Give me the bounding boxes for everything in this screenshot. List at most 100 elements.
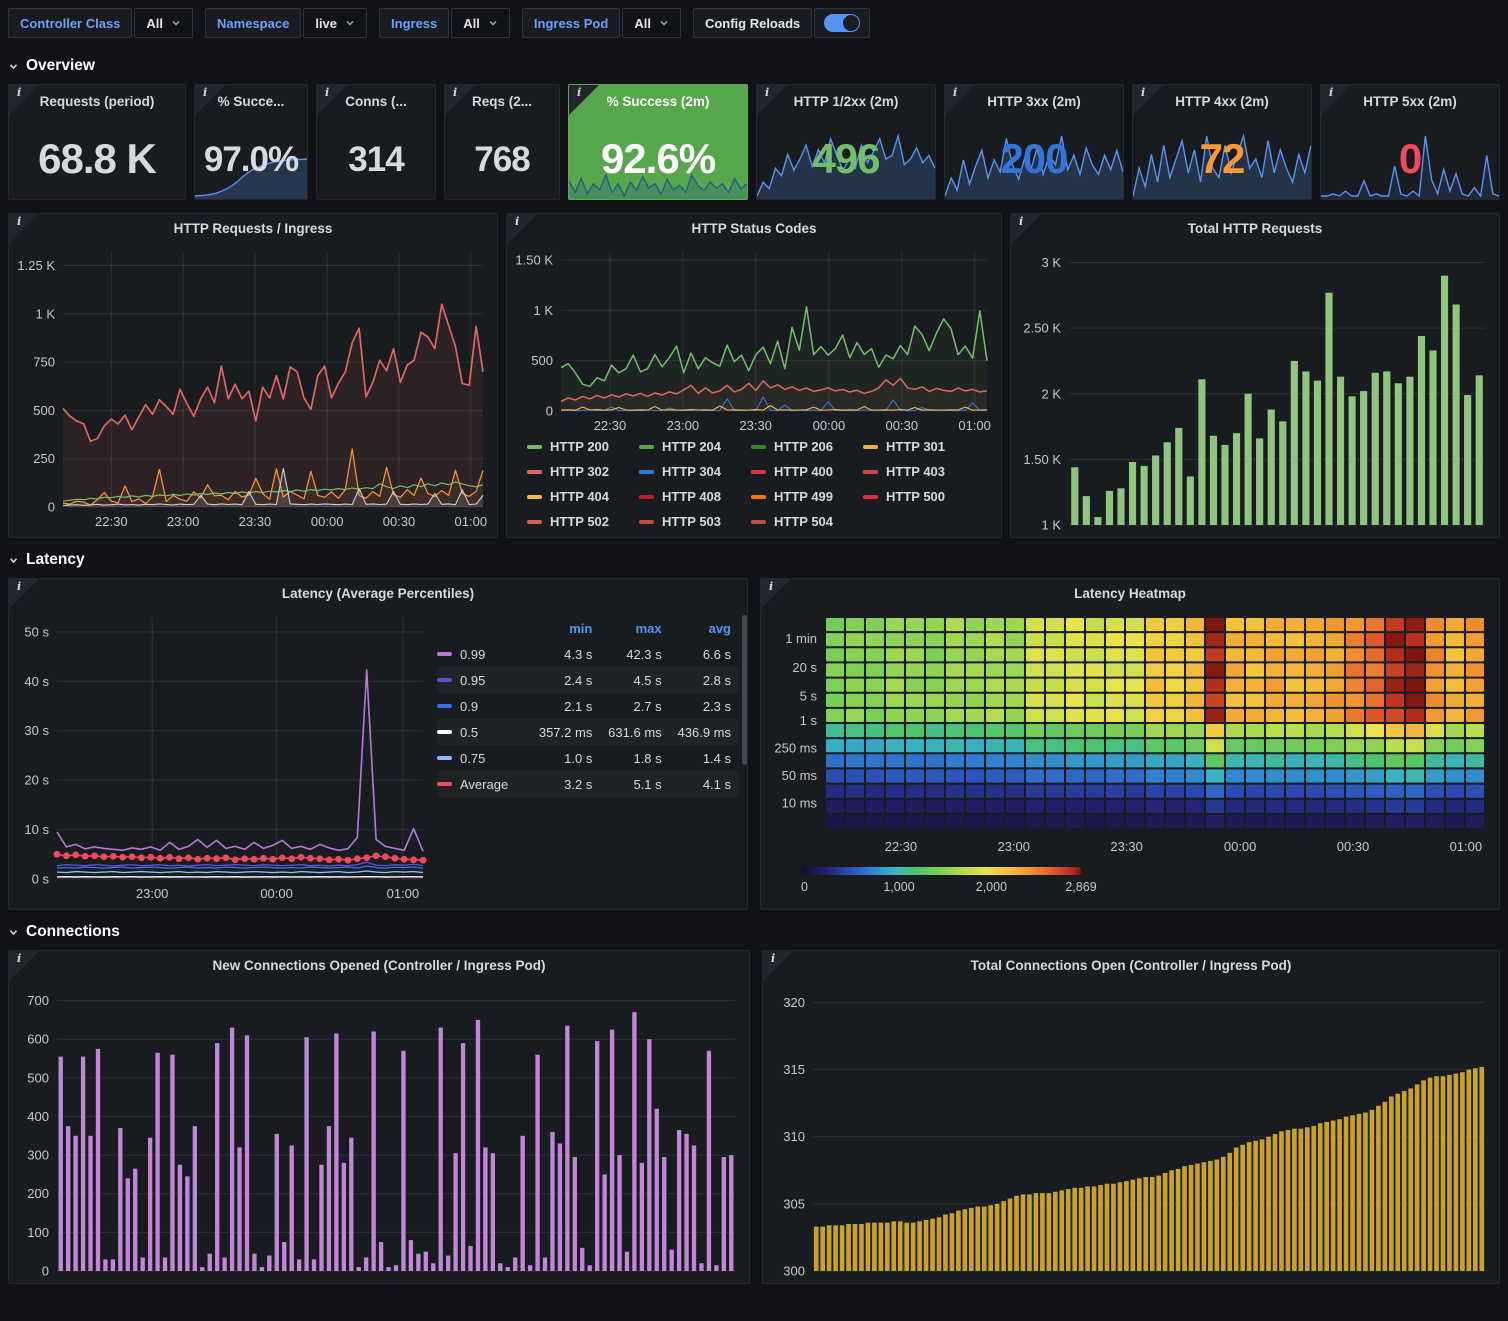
legend-label: HTTP 304 [662,464,722,479]
legend-item-http-502[interactable]: HTTP 502 [527,514,639,529]
svg-text:00:30: 00:30 [383,514,416,529]
legend-item-http-206[interactable]: HTTP 206 [751,439,863,454]
legend-max-value: 5.1 s [633,776,662,792]
legend-series-name[interactable]: Average [437,777,523,792]
section-connections[interactable]: Connections [0,910,1508,948]
svg-text:100: 100 [27,1225,49,1240]
legend-col-avg[interactable]: avg [708,620,731,636]
legend-item-http-400[interactable]: HTTP 400 [751,464,863,479]
config-reloads-toggle-chip [814,8,871,38]
legend-label: HTTP 400 [774,464,834,479]
config-reloads-group: Config Reloads [692,8,871,38]
filter-label-namespace[interactable]: Namespace [205,8,302,38]
legend-row-0.5: 0.5 357.2 ms 631.6 ms 436.9 ms [437,719,739,745]
panel-title[interactable]: HTTP Status Codes [691,220,817,236]
filter-value-ingress[interactable]: All [451,8,510,38]
config-reloads-toggle[interactable] [824,14,861,32]
panel-title[interactable]: Total HTTP Requests [1187,220,1323,236]
svg-text:23:00: 23:00 [136,886,169,901]
legend-scrollbar[interactable] [742,615,747,765]
legend-series-name[interactable]: 0.5 [437,725,523,740]
legend-row-0.99: 0.99 4.3 s 42.3 s 6.6 s [437,641,739,667]
svg-text:1.50 K: 1.50 K [1023,452,1061,467]
stat-title[interactable]: HTTP 5xx (2m) [1363,94,1457,109]
legend-series-name[interactable]: 0.99 [437,647,523,662]
stat-title[interactable]: HTTP 4xx (2m) [1175,94,1269,109]
svg-text:2,869: 2,869 [1065,880,1096,894]
legend-item-http-302[interactable]: HTTP 302 [527,464,639,479]
svg-text:1,000: 1,000 [883,880,914,894]
panel-title[interactable]: Total Connections Open (Controller / Ing… [970,957,1292,973]
stat-panel-5: i HTTP 1/2xx (2m) 496 [756,84,936,200]
svg-text:200: 200 [27,1186,49,1201]
svg-text:1 K: 1 K [533,303,553,318]
stat-title[interactable]: HTTP 1/2xx (2m) [793,94,899,109]
svg-text:00:00: 00:00 [1224,839,1257,854]
stat-panel-6: i HTTP 3xx (2m) 200 [944,84,1124,200]
legend-swatch [639,444,654,449]
legend-swatch [639,519,654,524]
section-overview[interactable]: Overview [0,44,1508,82]
panel-title[interactable]: Latency (Average Percentiles) [281,585,475,601]
filter-label-ingress-pod[interactable]: Ingress Pod [521,8,621,38]
legend-item-http-301[interactable]: HTTP 301 [863,439,975,454]
latency-legend-table: min max avg 0.99 4.3 s 42.3 s 6.6 s 0.95 2.4 s 4.… [437,615,739,797]
section-latency[interactable]: Latency [0,538,1508,576]
panel-title[interactable]: Latency Heatmap [1074,585,1186,601]
svg-text:2.50 K: 2.50 K [1023,321,1061,336]
svg-text:300: 300 [783,1264,805,1279]
svg-text:0: 0 [546,404,553,419]
legend-col-max[interactable]: max [635,620,662,636]
legend-series-name[interactable]: 0.95 [437,673,523,688]
legend-item-http-504[interactable]: HTTP 504 [751,514,863,529]
svg-text:00:00: 00:00 [260,886,293,901]
legend-item-http-404[interactable]: HTTP 404 [527,489,639,504]
panel-title[interactable]: New Connections Opened (Controller / Ing… [212,957,546,973]
legend-item-http-403[interactable]: HTTP 403 [863,464,975,479]
filter-value-ingress-pod[interactable]: All [622,8,681,38]
legend-swatch [863,494,878,499]
stat-title[interactable]: Requests (period) [39,94,155,109]
stat-panel-7: i HTTP 4xx (2m) 72 [1132,84,1312,200]
section-connections-title: Connections [26,923,120,940]
filter-value-controller-class[interactable]: All [134,8,194,38]
svg-text:1.50 K: 1.50 K [515,253,553,268]
filter-label-ingress[interactable]: Ingress [379,8,450,38]
stat-title[interactable]: % Success (2m) [606,94,710,109]
panel-title[interactable]: HTTP Requests / Ingress [173,220,333,236]
legend-min-value: 1.0 s [564,750,593,766]
variable-filters: Controller Class All Namespace live Ingress A… [8,8,681,38]
svg-text:0: 0 [48,500,55,515]
legend-min-value: 357.2 ms [538,724,593,740]
filter-label-controller-class[interactable]: Controller Class [8,8,133,38]
stat-title[interactable]: % Succe... [217,94,285,109]
svg-text:50 ms: 50 ms [782,768,818,783]
legend-swatch [527,494,542,499]
legend-max-value: 4.5 s [633,672,662,688]
filter-value-namespace[interactable]: live [303,8,368,38]
legend-row-0.95: 0.95 2.4 s 4.5 s 2.8 s [437,667,739,693]
legend-item-http-204[interactable]: HTTP 204 [639,439,751,454]
stat-title[interactable]: Reqs (2... [471,94,533,109]
stat-title[interactable]: Conns (... [345,94,407,109]
legend-item-http-503[interactable]: HTTP 503 [639,514,751,529]
stat-panel-3: i Reqs (2... 768 [444,84,560,200]
section-overview-title: Overview [26,57,95,74]
stat-title[interactable]: HTTP 3xx (2m) [987,94,1081,109]
legend-item-http-500[interactable]: HTTP 500 [863,489,975,504]
filter-ingress-pod: Ingress Pod All [521,8,681,38]
legend-col-min[interactable]: min [569,620,593,636]
legend-swatch [437,652,452,656]
legend-series-name[interactable]: 0.9 [437,699,523,714]
legend-item-http-304[interactable]: HTTP 304 [639,464,751,479]
legend-series-name[interactable]: 0.75 [437,751,523,766]
legend-item-http-499[interactable]: HTTP 499 [751,489,863,504]
stat-value: 92.6% [600,135,716,183]
legend-label: HTTP 504 [774,514,834,529]
filter-selected-value: All [463,15,480,31]
legend-item-http-408[interactable]: HTTP 408 [639,489,751,504]
legend-label: HTTP 408 [662,489,722,504]
legend-item-http-200[interactable]: HTTP 200 [527,439,639,454]
